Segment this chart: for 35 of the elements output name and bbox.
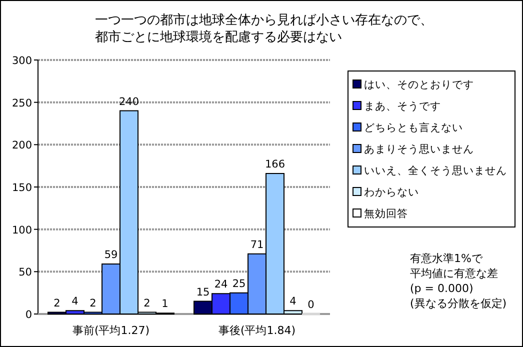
xtick: 事後(平均1.84) — [218, 324, 296, 337]
data-label: 4 — [72, 296, 78, 308]
data-label: 166 — [264, 158, 286, 170]
ytick: 200 — [12, 140, 32, 152]
data-label: 24 — [214, 278, 228, 291]
annotation: (p = 0.000) — [410, 282, 474, 295]
ytick: 300 — [12, 55, 32, 67]
data-label: 2 — [54, 297, 60, 310]
title: 一つ一つの都市は地球全体から見れば小さい存在なので、都市ごとに地球環境を配慮する必要はない — [95, 13, 433, 45]
data-label: 0 — [308, 299, 314, 311]
legend-label: わからない — [364, 186, 419, 198]
annotation: (異なる分散を仮定) — [410, 297, 507, 310]
ytick: 150 — [12, 182, 32, 194]
legend-label: どちらとも言えない — [364, 121, 463, 134]
legend-label: いいえ、全くそう思いません — [364, 165, 507, 177]
ytick: 50 — [18, 266, 32, 279]
ytick: 250 — [12, 97, 32, 110]
annotation: 有意水準1%で — [410, 252, 482, 265]
data-label: 4 — [290, 296, 296, 308]
data-label: 1 — [162, 298, 168, 310]
data-label: 2 — [144, 297, 150, 310]
data-label: 59 — [104, 249, 118, 262]
legend-label: まあ、そうです — [364, 100, 441, 112]
ytick: 100 — [12, 224, 32, 236]
data-label: 71 — [250, 238, 264, 251]
legend-label: あまりそう思いません — [364, 144, 474, 156]
data-label: 240 — [118, 96, 140, 108]
data-label: 25 — [232, 278, 246, 290]
legend-label: はい、そのとおりです — [364, 79, 474, 91]
annotation: 平均値に有意な差 — [410, 267, 498, 280]
data-label: 15 — [196, 286, 210, 298]
data-label: 2 — [90, 297, 96, 310]
xtick: 事前(平均1.27) — [72, 324, 150, 337]
ytick: 0 — [25, 309, 32, 321]
legend-label: 無効回答 — [364, 207, 408, 220]
